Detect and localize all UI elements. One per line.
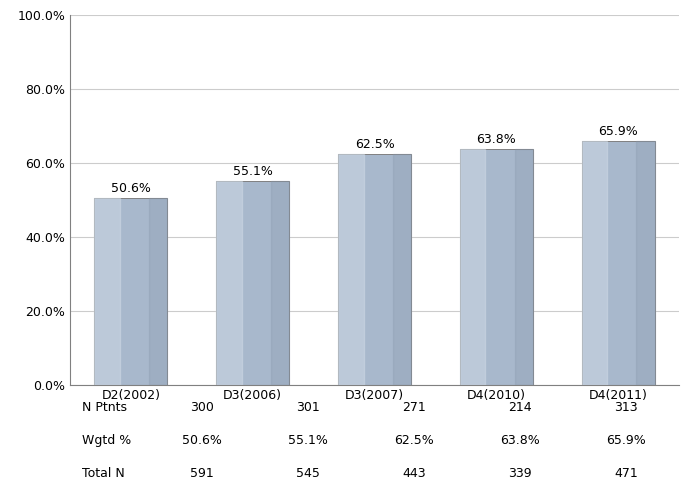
Text: 300: 300 — [190, 401, 214, 414]
Text: 55.1%: 55.1% — [233, 165, 272, 178]
Text: 50.6%: 50.6% — [111, 182, 150, 194]
Text: 271: 271 — [402, 401, 426, 414]
Bar — [271, 181, 289, 384]
Text: 65.9%: 65.9% — [598, 125, 638, 138]
Text: 50.6%: 50.6% — [182, 434, 222, 447]
Bar — [514, 149, 533, 384]
Text: Wgtd %: Wgtd % — [82, 434, 132, 447]
Text: 62.5%: 62.5% — [355, 138, 394, 150]
Text: 545: 545 — [296, 467, 320, 480]
Text: 63.8%: 63.8% — [500, 434, 540, 447]
Bar — [460, 149, 485, 384]
Bar — [460, 149, 533, 384]
Text: 443: 443 — [402, 467, 426, 480]
Text: 313: 313 — [614, 401, 638, 414]
Bar — [582, 141, 607, 384]
Bar — [94, 198, 167, 384]
Text: 471: 471 — [614, 467, 638, 480]
Text: Total N: Total N — [82, 467, 125, 480]
Text: 591: 591 — [190, 467, 214, 480]
Text: 55.1%: 55.1% — [288, 434, 328, 447]
Bar — [582, 141, 654, 384]
Text: 62.5%: 62.5% — [394, 434, 434, 447]
Text: 63.8%: 63.8% — [477, 133, 516, 146]
Bar — [216, 181, 289, 384]
Bar — [216, 181, 242, 384]
Text: 214: 214 — [508, 401, 532, 414]
Text: 65.9%: 65.9% — [606, 434, 646, 447]
Text: 339: 339 — [508, 467, 532, 480]
Text: 301: 301 — [296, 401, 320, 414]
Bar — [149, 198, 167, 384]
Text: N Ptnts: N Ptnts — [82, 401, 127, 414]
Bar — [636, 141, 655, 384]
Bar — [338, 154, 363, 384]
Bar — [338, 154, 411, 384]
Bar — [393, 154, 411, 384]
Bar — [94, 198, 120, 384]
